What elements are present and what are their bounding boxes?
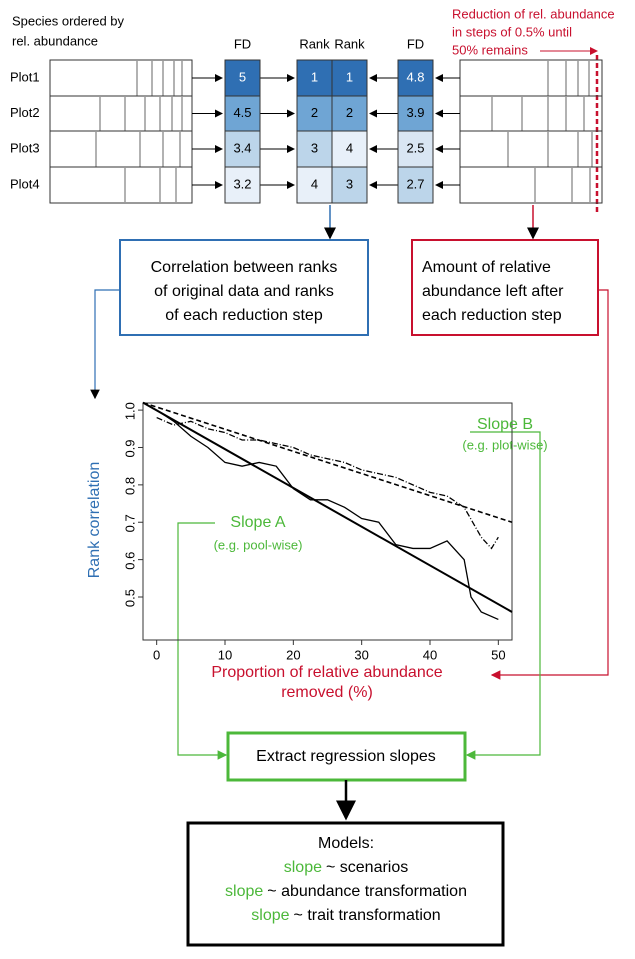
column-header: Rank: [334, 36, 365, 51]
plot-label: Plot4: [10, 176, 40, 191]
box-text: Amount of relative: [422, 259, 551, 276]
x-tick-label: 10: [218, 647, 232, 662]
model-text: ~ trait transformation: [294, 907, 441, 924]
cell-value: 1: [346, 69, 353, 84]
x-axis-label: removed (%): [281, 684, 373, 701]
cell: [224, 95, 261, 132]
plot-label: Plot2: [10, 105, 40, 120]
cell-value: 4.5: [233, 105, 251, 120]
cell-value: 3.2: [233, 176, 251, 191]
note: Reduction of rel. abundance: [452, 6, 615, 21]
keyword: slope: [251, 907, 289, 924]
connector: [177, 522, 228, 760]
species-box: [49, 95, 193, 132]
label: Species ordered by: [12, 13, 125, 28]
column-header: Rank: [299, 36, 330, 51]
series-line: [156, 409, 499, 621]
annotation: (e.g. plot-wise): [462, 437, 547, 452]
species-box: [49, 130, 193, 168]
y-tick-label: 0.6: [122, 552, 137, 570]
cell-value: 3: [311, 140, 318, 155]
note: in steps of 0.5% until: [452, 24, 572, 39]
x-tick-label: 0: [153, 647, 160, 662]
cell-value: 4: [346, 140, 353, 155]
y-tick-label: 0.5: [122, 589, 137, 607]
cell-value: 4: [311, 176, 318, 191]
connector: [490, 289, 609, 680]
cell: [331, 95, 368, 132]
model-line: slope ~ scenarios: [284, 859, 409, 876]
label: rel. abundance: [12, 33, 98, 48]
species-box: [49, 166, 193, 204]
cell: [224, 59, 261, 97]
box-text: of each reduction step: [165, 307, 323, 324]
box-text: abundance left after: [422, 283, 564, 300]
connector: [465, 431, 541, 760]
cell-value: 2.5: [406, 140, 424, 155]
box-text: Correlation between ranks: [151, 259, 338, 276]
column-header: FD: [234, 36, 251, 51]
y-axis-label: Rank correlation: [86, 462, 103, 579]
species-box: [459, 130, 603, 168]
cell-value: 3.9: [406, 105, 424, 120]
y-tick-label: 0.8: [122, 477, 137, 495]
species-box: [459, 95, 603, 132]
column-header: FD: [407, 36, 424, 51]
cell-value: 3: [346, 176, 353, 191]
box: [119, 239, 369, 336]
x-tick-label: 50: [491, 647, 505, 662]
cell: [331, 166, 368, 204]
cell-value: 1: [311, 69, 318, 84]
plot-label: Plot3: [10, 140, 40, 155]
model-text: ~ abundance transformation: [267, 883, 467, 900]
keyword: slope: [225, 883, 263, 900]
y-tick-label: 1.0: [122, 402, 137, 420]
x-tick-label: 20: [286, 647, 300, 662]
species-box: [459, 59, 603, 97]
box-text: each reduction step: [422, 307, 562, 324]
box: [411, 239, 599, 336]
cell: [397, 130, 434, 168]
series-line: [142, 401, 513, 524]
box: [186, 821, 505, 947]
cell-value: 2.7: [406, 176, 424, 191]
connector: [90, 289, 120, 400]
model-text: ~ scenarios: [326, 859, 408, 876]
species-box: [459, 166, 603, 204]
cell: [331, 59, 368, 97]
cell: [397, 59, 434, 97]
annotation: Slope B: [477, 416, 533, 433]
x-tick-label: 40: [423, 647, 437, 662]
cell-value: 4.8: [406, 69, 424, 84]
y-tick-label: 0.9: [122, 439, 137, 457]
model-line: slope ~ trait transformation: [251, 907, 440, 924]
model-line: slope ~ abundance transformation: [225, 883, 467, 900]
box-text: Models:: [318, 835, 374, 852]
plot-frame: [142, 402, 513, 641]
cell: [224, 166, 261, 204]
species-box: [49, 59, 193, 97]
annotation: (e.g. pool-wise): [214, 537, 303, 552]
cell: [296, 95, 333, 132]
x-axis-label: Proportion of relative abundance: [211, 664, 442, 681]
cell: [296, 59, 333, 97]
series-line: [156, 416, 499, 550]
cell-value: 3.4: [233, 140, 251, 155]
cell-value: 2: [311, 105, 318, 120]
cell-value: 2: [346, 105, 353, 120]
box-text: of original data and ranks: [154, 283, 334, 300]
plot-label: Plot1: [10, 69, 40, 84]
cell-value: 5: [239, 69, 246, 84]
cell: [397, 95, 434, 132]
keyword: slope: [284, 859, 322, 876]
note: 50% remains: [452, 42, 528, 57]
box-text: Extract regression slopes: [256, 748, 436, 765]
series-line: [142, 401, 513, 613]
annotation: Slope A: [230, 514, 285, 531]
x-tick-label: 30: [354, 647, 368, 662]
cell: [397, 166, 434, 204]
y-tick-label: 0.7: [122, 514, 137, 532]
cell: [224, 130, 261, 168]
